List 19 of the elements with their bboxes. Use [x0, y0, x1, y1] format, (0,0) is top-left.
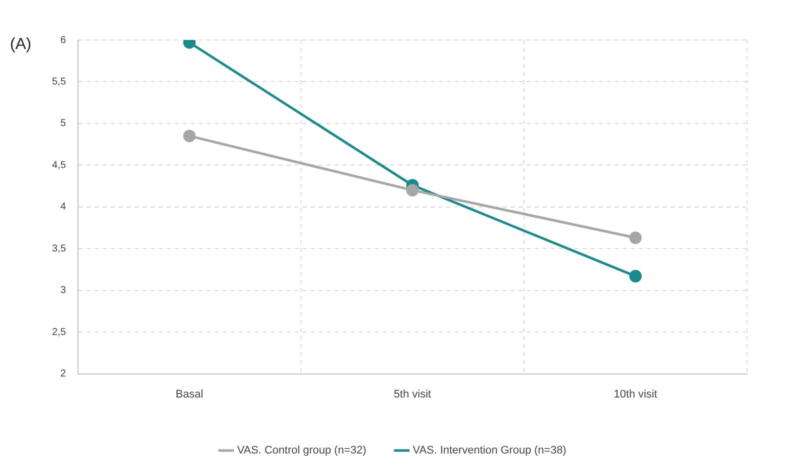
y-tick-label: 6: [60, 34, 66, 46]
y-tick-label: 2: [60, 368, 66, 380]
point: [629, 232, 642, 244]
x-tick-label: 10th visit: [614, 388, 658, 400]
y-tick-label: 5: [60, 118, 66, 130]
x-tick-label: Basal: [176, 388, 204, 400]
text: (A): [10, 36, 32, 54]
point: [629, 270, 642, 282]
point: [183, 130, 196, 142]
legend-label: VAS. Intervention Group (n=38): [412, 444, 566, 457]
y-tick-label: 3,5: [52, 243, 66, 254]
legend-label: VAS. Control group (n=32): [237, 444, 366, 457]
y-tick-label: 4,5: [52, 160, 66, 171]
x-tick-label: 5th visit: [394, 388, 432, 400]
y-tick-label: 2,5: [52, 326, 66, 338]
point: [406, 184, 419, 196]
y-tick-label: 5,5: [52, 76, 66, 88]
y-tick-label: 4: [60, 202, 66, 213]
y-tick-label: 3: [60, 285, 66, 296]
